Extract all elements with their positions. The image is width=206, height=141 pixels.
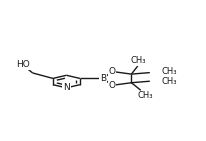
Text: HO: HO [16, 60, 30, 70]
Text: CH₃: CH₃ [161, 67, 177, 76]
Text: O: O [108, 81, 115, 90]
Text: CH₃: CH₃ [161, 77, 177, 86]
Text: O: O [108, 67, 115, 76]
Text: CH₃: CH₃ [137, 91, 153, 100]
Text: N: N [63, 83, 70, 92]
Text: CH₃: CH₃ [130, 56, 146, 65]
Text: B: B [100, 74, 106, 83]
